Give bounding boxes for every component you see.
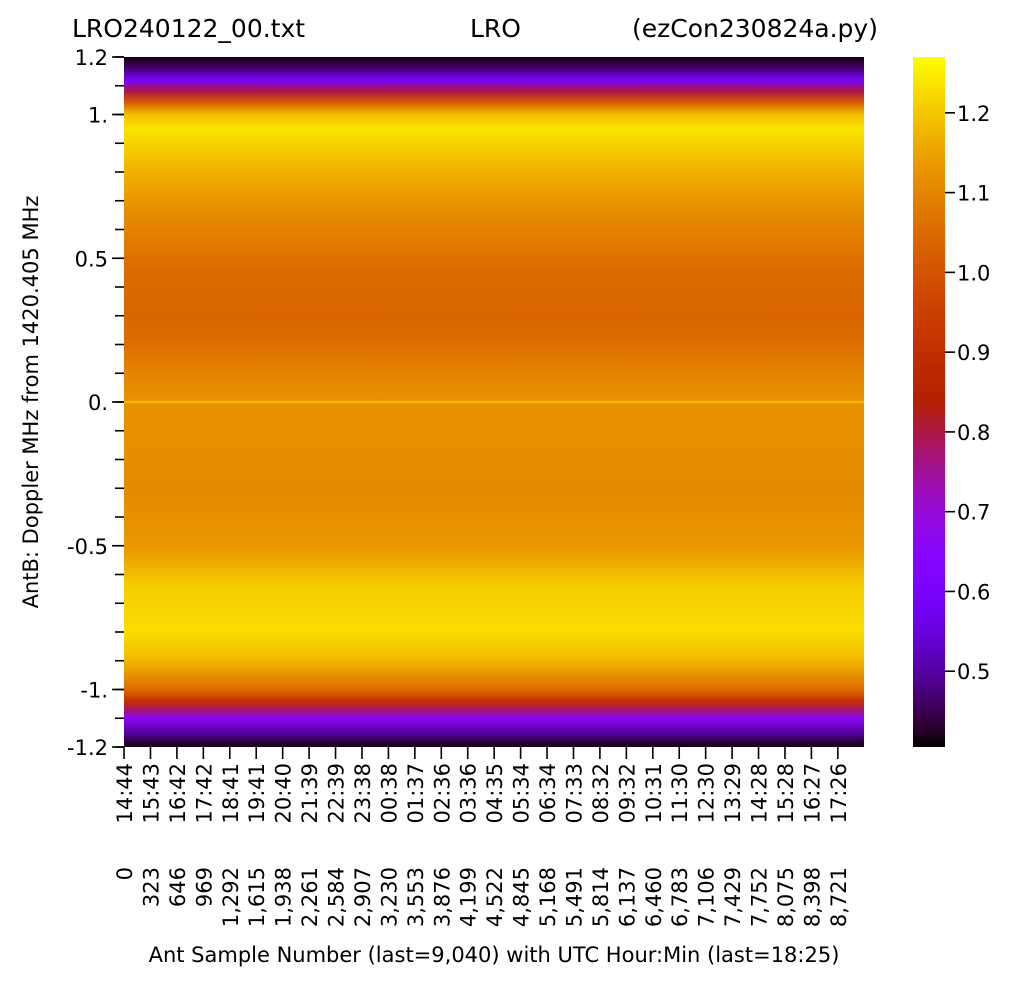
- x-tick-time-label: 17:42: [192, 763, 216, 824]
- x-tick-time-label: 01:37: [404, 763, 428, 824]
- x-tick-time-label: 17:26: [827, 763, 851, 824]
- heatmap-area: [124, 57, 864, 747]
- x-tick-sample-label: 3,876: [430, 867, 454, 927]
- x-tick-time-label: 02:36: [430, 763, 454, 824]
- x-tick-time-label: 08:32: [589, 763, 613, 824]
- x-tick-sample-label: 7,752: [748, 867, 772, 927]
- x-tick-time-label: 04:35: [483, 763, 507, 824]
- x-tick-sample-label: 1,615: [245, 867, 269, 927]
- x-tick-time-label: 23:38: [351, 763, 375, 824]
- colorbar-tick-label: 0.8: [957, 421, 990, 445]
- x-tick-time-label: 06:34: [536, 763, 560, 824]
- x-tick-sample-label: 5,491: [562, 867, 586, 927]
- x-tick-sample-label: 4,522: [483, 867, 507, 927]
- y-axis-label: AntB: Doppler MHz from 1420.405 MHz: [19, 196, 43, 609]
- x-tick-sample-label: 0: [113, 867, 137, 880]
- x-tick-sample-label: 8,398: [800, 867, 824, 927]
- x-tick-sample-label: 4,845: [510, 867, 534, 927]
- x-tick-time-label: 19:41: [245, 763, 269, 824]
- colorbar-tick-label: 0.9: [957, 341, 990, 365]
- x-tick-sample-label: 8,721: [827, 867, 851, 927]
- y-tick-label: -1.2: [67, 736, 108, 760]
- colorbar-tick-label: 1.2: [957, 102, 990, 126]
- y-tick-label: -0.5: [67, 535, 108, 559]
- title-right: (ezCon230824a.py): [632, 14, 878, 43]
- x-tick-sample-label: 646: [166, 867, 190, 907]
- colorbar-tick-label: 0.7: [957, 501, 990, 525]
- y-tick-label: 1.2: [75, 46, 108, 70]
- x-tick-time-label: 15:43: [139, 763, 163, 824]
- x-tick-time-label: 11:30: [668, 763, 692, 824]
- title-left: LRO240122_00.txt: [72, 14, 306, 43]
- x-tick-time-label: 09:32: [615, 763, 639, 824]
- x-tick-sample-label: 2,584: [325, 867, 349, 927]
- x-tick-sample-label: 2,261: [298, 867, 322, 927]
- x-tick-sample-label: 3,230: [377, 867, 401, 927]
- x-tick-sample-label: 1,292: [219, 867, 243, 927]
- x-tick-time-label: 00:38: [377, 763, 401, 824]
- x-tick-sample-label: 6,460: [642, 867, 666, 927]
- x-tick-sample-label: 6,783: [668, 867, 692, 927]
- x-tick-time-label: 18:41: [219, 763, 243, 824]
- x-tick-time-label: 21:39: [298, 763, 322, 824]
- x-tick-time-label: 05:34: [510, 763, 534, 824]
- x-tick-time-label: 03:36: [457, 763, 481, 824]
- x-tick-sample-label: 7,106: [695, 867, 719, 927]
- y-tick-label: 0.5: [75, 247, 108, 271]
- x-tick-sample-label: 969: [192, 867, 216, 907]
- x-tick-time-label: 20:40: [272, 763, 296, 824]
- x-tick-time-label: 16:27: [800, 763, 824, 824]
- x-tick-sample-label: 3,553: [404, 867, 428, 927]
- x-tick-sample-label: 4,199: [457, 867, 481, 927]
- y-tick-label: -1.: [80, 679, 108, 703]
- colorbar-tick-label: 0.5: [957, 660, 990, 684]
- x-tick-sample-label: 7,429: [721, 867, 745, 927]
- x-tick-sample-label: 2,907: [351, 867, 375, 927]
- colorbar: [913, 57, 945, 747]
- x-tick-time-label: 12:30: [695, 763, 719, 824]
- x-tick-sample-label: 5,168: [536, 867, 560, 927]
- x-tick-time-label: 14:28: [748, 763, 772, 824]
- colorbar-tick-label: 1.0: [957, 261, 990, 285]
- colorbar-tick-label: 0.6: [957, 580, 990, 604]
- x-tick-sample-label: 8,075: [774, 867, 798, 927]
- x-tick-sample-label: 323: [139, 867, 163, 907]
- y-tick-label: 0.: [88, 391, 108, 415]
- y-tick-label: 1.: [88, 104, 108, 128]
- x-tick-time-label: 13:29: [721, 763, 745, 824]
- x-tick-time-label: 22:39: [325, 763, 349, 824]
- x-tick-sample-label: 1,938: [272, 867, 296, 927]
- x-tick-sample-label: 5,814: [589, 867, 613, 927]
- x-tick-time-label: 15:28: [774, 763, 798, 824]
- colorbar-tick-label: 1.1: [957, 182, 990, 206]
- x-tick-time-label: 14:44: [113, 763, 137, 824]
- x-tick-time-label: 10:31: [642, 763, 666, 824]
- x-axis-label: Ant Sample Number (last=9,040) with UTC …: [149, 943, 840, 967]
- title-center: LRO: [470, 14, 521, 43]
- x-tick-sample-label: 6,137: [615, 867, 639, 927]
- x-tick-time-label: 07:33: [562, 763, 586, 824]
- x-tick-time-label: 16:42: [166, 763, 190, 824]
